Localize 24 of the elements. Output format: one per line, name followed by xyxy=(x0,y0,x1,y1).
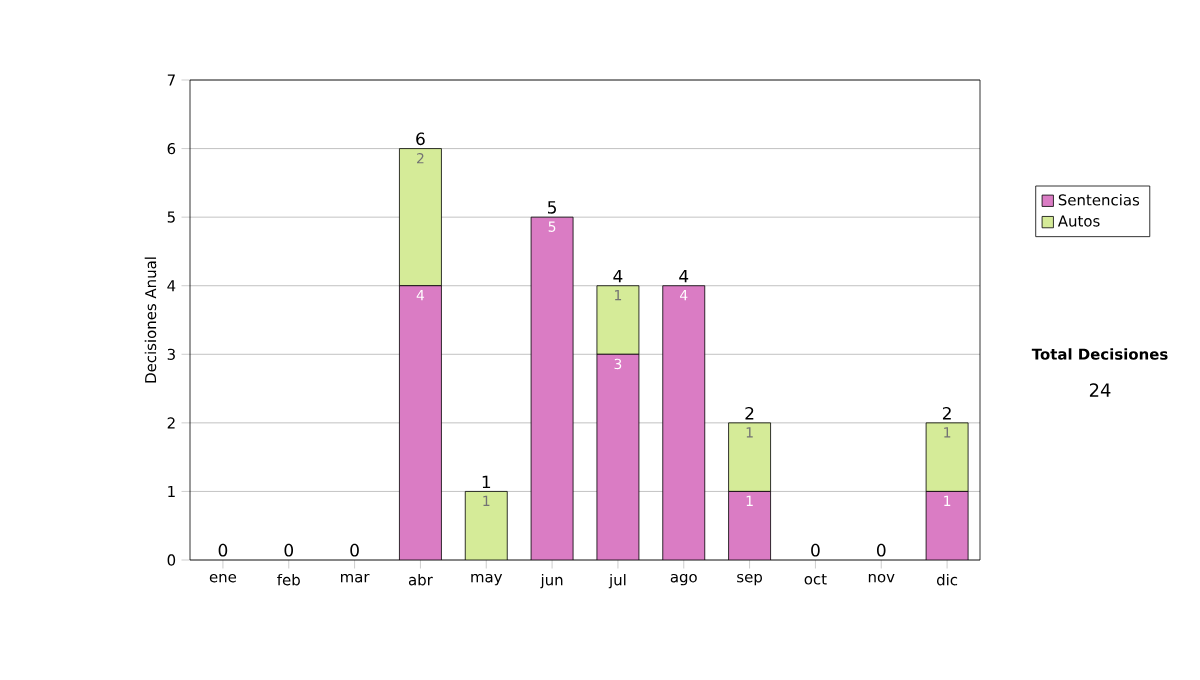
total-label: 2 xyxy=(745,406,754,420)
bar xyxy=(530,216,574,560)
text: 24 xyxy=(1089,383,1111,397)
bar xyxy=(925,422,969,492)
total-label: 5 xyxy=(548,201,556,214)
bar xyxy=(596,285,640,355)
total-label: 0 xyxy=(350,543,359,557)
bar xyxy=(596,353,640,560)
total-label: 2 xyxy=(942,406,951,420)
bar xyxy=(728,422,771,492)
bar xyxy=(399,148,442,287)
total-label: 4 xyxy=(679,269,689,283)
bar xyxy=(728,491,771,560)
total-label: 6 xyxy=(416,132,425,146)
bar xyxy=(464,491,508,560)
bar xyxy=(662,285,706,560)
bar xyxy=(925,491,969,560)
total-label: 1 xyxy=(482,475,491,489)
total-label: 0 xyxy=(218,543,228,557)
bar xyxy=(399,285,442,560)
total-label: 0 xyxy=(876,543,886,557)
total-label: 4 xyxy=(613,269,623,283)
total-label: 0 xyxy=(284,543,294,557)
total-label: 0 xyxy=(811,543,820,557)
